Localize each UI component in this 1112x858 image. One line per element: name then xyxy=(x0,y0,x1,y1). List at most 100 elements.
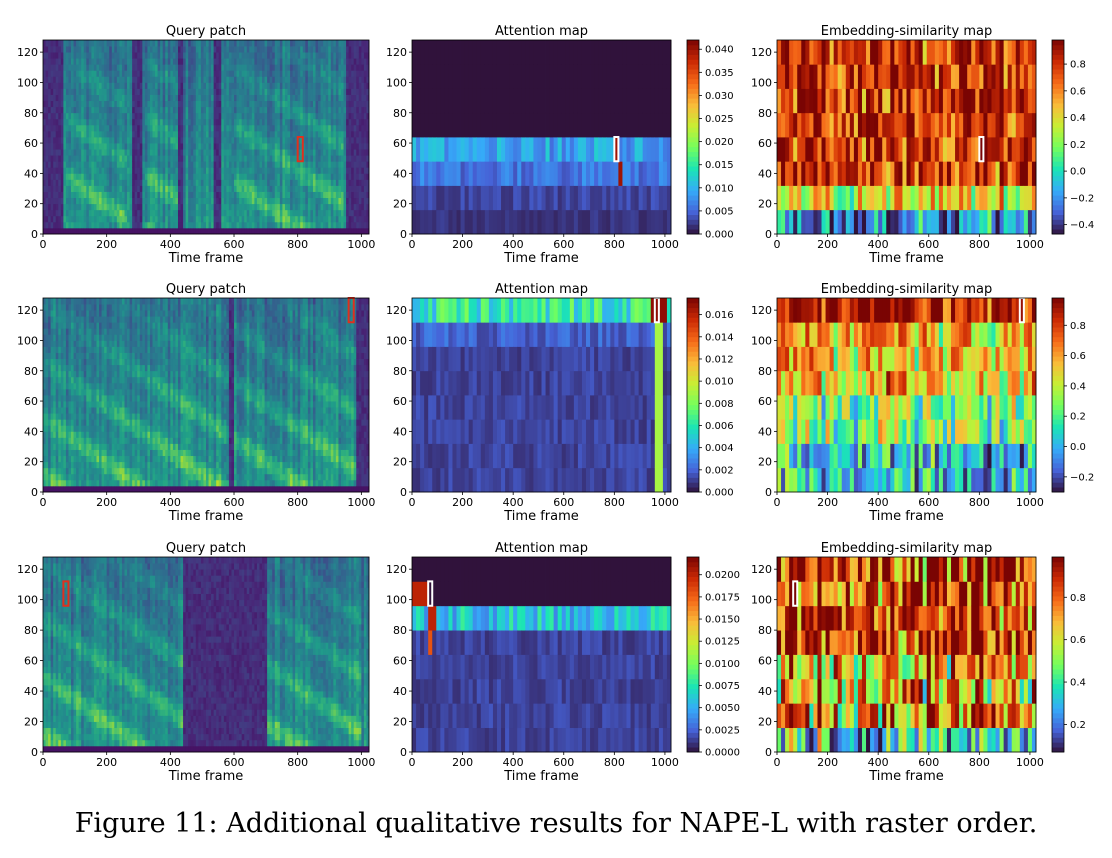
heatmap-cell xyxy=(149,209,153,217)
heatmap-cell xyxy=(175,112,179,120)
heatmap-cell xyxy=(290,124,293,132)
heatmap-cell xyxy=(172,118,176,126)
heatmap-cell xyxy=(228,149,232,156)
colorbar-segment xyxy=(687,151,699,157)
heatmap-cell xyxy=(213,185,217,192)
heatmap-cell xyxy=(356,161,360,168)
heatmap-cell xyxy=(262,179,265,186)
heatmap-cell xyxy=(152,167,156,174)
heatmap-cell xyxy=(300,118,304,126)
heatmap-cell xyxy=(231,112,235,120)
heatmap-cell xyxy=(353,215,357,223)
heatmap-cell xyxy=(208,227,212,235)
heatmap-cell xyxy=(183,46,187,53)
heatmap-cell xyxy=(134,70,138,77)
heatmap-cell xyxy=(829,161,835,186)
heatmap-cell xyxy=(346,149,350,156)
heatmap-cell xyxy=(622,161,627,186)
heatmap-cell xyxy=(213,167,217,174)
heatmap-cell xyxy=(492,64,498,89)
heatmap-cell xyxy=(841,137,847,162)
heatmap-cell xyxy=(142,191,146,199)
heatmap-cell xyxy=(226,112,230,120)
heatmap-cell xyxy=(200,149,204,156)
heatmap-cell xyxy=(203,88,207,95)
heatmap-cell xyxy=(144,112,148,120)
heatmap-cell xyxy=(870,161,875,186)
heatmap-cell xyxy=(208,124,212,132)
heatmap-cell xyxy=(318,118,322,126)
heatmap-cell xyxy=(53,100,57,108)
heatmap-cell xyxy=(106,58,110,65)
heatmap-cell xyxy=(177,112,181,120)
heatmap-cell xyxy=(162,215,166,223)
heatmap-cell xyxy=(338,64,342,71)
heatmap-cell xyxy=(254,221,258,229)
heatmap-cell xyxy=(185,46,189,53)
heatmap-cell xyxy=(307,137,311,144)
heatmap-cell xyxy=(346,215,350,223)
heatmap-cell xyxy=(533,185,538,211)
heatmap-cell xyxy=(295,173,299,180)
heatmap-cell xyxy=(525,88,530,114)
heatmap-cell xyxy=(231,76,235,83)
heatmap-cell xyxy=(175,137,179,144)
heatmap-cell xyxy=(152,161,156,168)
heatmap-cell xyxy=(460,88,466,114)
heatmap-cell xyxy=(200,94,204,102)
heatmap-cell xyxy=(428,137,433,162)
heatmap-cell xyxy=(244,64,248,71)
heatmap-cell xyxy=(91,94,95,102)
heatmap-cell xyxy=(86,173,90,180)
heatmap-cell xyxy=(124,40,128,47)
heatmap-cell xyxy=(259,40,263,47)
heatmap-cell xyxy=(83,100,87,108)
heatmap-cell xyxy=(292,70,296,77)
heatmap-cell xyxy=(226,40,230,47)
heatmap-cell xyxy=(251,94,255,102)
panel-title: Attention map xyxy=(495,24,588,39)
heatmap-cell xyxy=(226,130,230,138)
heatmap-cell xyxy=(121,52,125,59)
heatmap-cell xyxy=(356,112,360,120)
heatmap-cell xyxy=(366,143,370,150)
heatmap-cell xyxy=(323,185,327,192)
heatmap-cell xyxy=(805,137,810,162)
heatmap-cell xyxy=(104,221,108,229)
heatmap-cell xyxy=(88,76,92,83)
heatmap-cell xyxy=(101,227,105,235)
heatmap-cell xyxy=(356,143,360,150)
heatmap-cell xyxy=(825,185,831,211)
heatmap-cell xyxy=(65,40,69,47)
heatmap-cell xyxy=(134,155,138,162)
heatmap-cell xyxy=(573,161,579,186)
heatmap-cell xyxy=(114,143,118,150)
heatmap-cell xyxy=(351,94,355,102)
heatmap-cell xyxy=(246,173,250,180)
heatmap-cell xyxy=(241,106,245,114)
heatmap-cell xyxy=(185,167,189,174)
heatmap-cell xyxy=(320,209,324,217)
heatmap-cell xyxy=(267,149,271,156)
heatmap-cell xyxy=(63,227,67,235)
heatmap-cell xyxy=(139,137,143,144)
heatmap-cell xyxy=(81,130,85,138)
heatmap-cell xyxy=(216,179,220,186)
heatmap-cell xyxy=(282,64,286,71)
heatmap-cell xyxy=(236,215,240,223)
heatmap-cell xyxy=(216,143,220,150)
heatmap-cell xyxy=(104,191,108,199)
heatmap-cell xyxy=(121,88,125,95)
heatmap-cell xyxy=(50,94,54,102)
heatmap-cell xyxy=(208,197,212,205)
heatmap-cell xyxy=(165,149,169,156)
heatmap-cell xyxy=(180,161,184,168)
heatmap-cell xyxy=(228,197,232,205)
heatmap-cell xyxy=(195,149,199,156)
heatmap-cell xyxy=(267,221,271,229)
heatmap-cell xyxy=(348,149,352,156)
heatmap-cell xyxy=(254,52,258,59)
heatmap-cell xyxy=(198,88,202,95)
heatmap-cell xyxy=(152,58,156,65)
heatmap-cell xyxy=(328,112,332,120)
